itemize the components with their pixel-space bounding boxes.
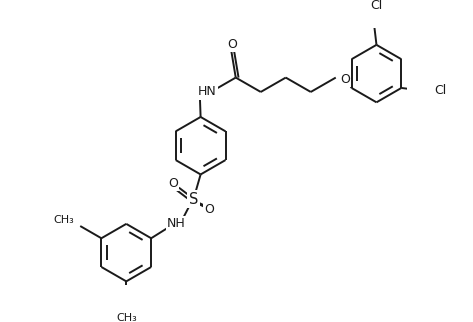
Text: O: O <box>168 177 178 190</box>
Text: S: S <box>189 192 198 207</box>
Text: CH₃: CH₃ <box>53 215 74 225</box>
Text: NH: NH <box>167 217 185 230</box>
Text: HN: HN <box>198 85 216 99</box>
Text: CH₃: CH₃ <box>116 313 137 322</box>
Text: Cl: Cl <box>370 0 382 13</box>
Text: Cl: Cl <box>434 83 446 97</box>
Text: O: O <box>204 203 214 216</box>
Text: O: O <box>340 73 350 86</box>
Text: O: O <box>228 38 237 51</box>
